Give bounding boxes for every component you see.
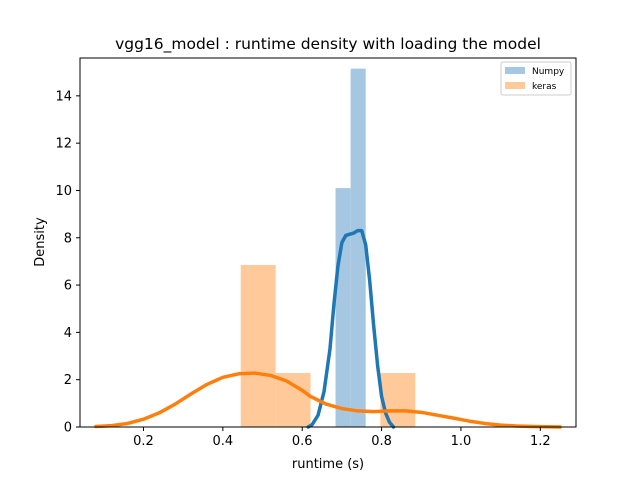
hist-bar-keras-1 — [275, 373, 311, 427]
kde-line-numpy — [306, 228, 396, 429]
x-axis-label: runtime (s) — [292, 457, 364, 472]
y-tick-label: 2 — [64, 373, 72, 388]
y-tick-label: 4 — [64, 326, 72, 341]
x-tick-label: 1.2 — [530, 434, 551, 449]
y-axis-ticks: 0 2 4 6 8 10 12 14 — [55, 89, 80, 436]
kde-layer — [94, 228, 562, 429]
legend-swatch-keras — [505, 82, 525, 89]
y-tick-label: 14 — [55, 89, 72, 104]
hist-bar-numpy-1 — [350, 68, 366, 428]
legend-swatch-numpy — [505, 67, 525, 74]
x-tick-label: 0.2 — [133, 434, 154, 449]
legend: Numpy keras — [500, 61, 572, 96]
hist-bar-numpy-0 — [335, 188, 351, 427]
y-tick-label: 0 — [64, 421, 72, 436]
x-tick-label: 0.6 — [292, 434, 313, 449]
y-axis-label: Density — [33, 217, 48, 267]
y-tick-label: 12 — [55, 137, 72, 152]
y-tick-label: 10 — [55, 184, 72, 199]
legend-label-numpy: Numpy — [532, 67, 565, 77]
hist-bar-keras-0 — [240, 264, 276, 427]
x-tick-label: 1.0 — [451, 434, 472, 449]
kde-line-keras — [94, 371, 562, 429]
hist-bar-keras-4 — [380, 373, 416, 427]
y-tick-label: 8 — [64, 231, 72, 246]
x-axis-ticks: 0.2 0.4 0.6 0.8 1.0 1.2 — [133, 427, 551, 449]
histogram-layer — [240, 68, 416, 428]
x-tick-label: 0.4 — [213, 434, 234, 449]
plot-frame — [79, 57, 577, 428]
x-tick-label: 0.8 — [371, 434, 392, 449]
chart-title: vgg16_model : runtime density with loadi… — [115, 35, 541, 54]
y-tick-label: 6 — [64, 279, 72, 294]
legend-label-keras: keras — [532, 82, 557, 92]
